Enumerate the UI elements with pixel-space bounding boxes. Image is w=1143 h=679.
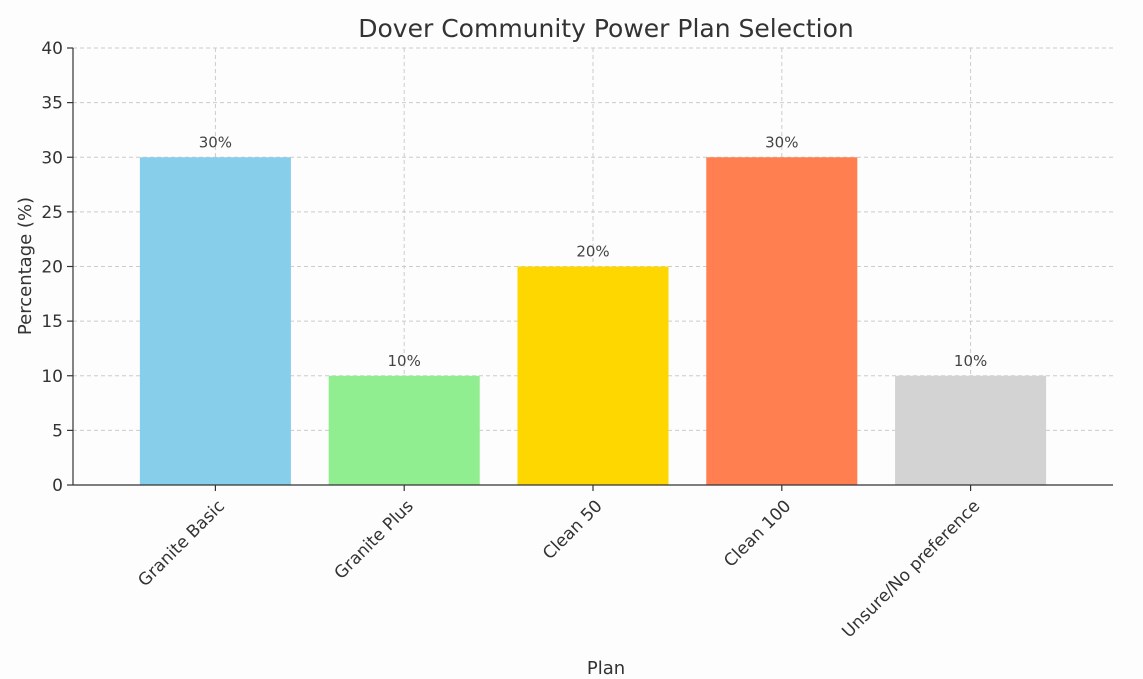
data-label: 10% bbox=[954, 352, 987, 370]
bar bbox=[139, 157, 291, 485]
bars bbox=[139, 157, 1047, 485]
axes bbox=[67, 47, 1113, 491]
y-axis-label: Percentage (%) bbox=[15, 197, 36, 335]
bar bbox=[328, 375, 480, 485]
y-tick-label: 20 bbox=[41, 258, 63, 278]
x-tick-label: Clean 50 bbox=[539, 496, 606, 563]
x-tick-label: Unsure/No preference bbox=[838, 496, 984, 642]
x-tick-label: Granite Basic bbox=[134, 496, 228, 590]
x-tick-label: Granite Plus bbox=[331, 496, 418, 583]
x-axis-label: Plan bbox=[587, 658, 625, 679]
y-tick-label: 25 bbox=[41, 203, 63, 223]
y-tick-label: 5 bbox=[52, 421, 63, 441]
bar bbox=[895, 375, 1047, 485]
y-tick-label: 0 bbox=[52, 476, 63, 496]
y-tick-label: 35 bbox=[41, 94, 63, 114]
y-tick-label: 15 bbox=[41, 312, 63, 332]
x-tick-label: Clean 100 bbox=[720, 496, 795, 571]
bar bbox=[517, 266, 669, 485]
chart-title: Dover Community Power Plan Selection bbox=[358, 14, 853, 43]
y-tick-label: 40 bbox=[41, 39, 63, 59]
data-label: 20% bbox=[576, 243, 609, 261]
data-label: 30% bbox=[199, 133, 232, 151]
y-tick-label: 30 bbox=[41, 148, 63, 168]
data-label: 30% bbox=[765, 133, 798, 151]
data-label: 10% bbox=[388, 352, 421, 370]
bar bbox=[706, 157, 858, 485]
y-tick-label: 10 bbox=[41, 367, 63, 387]
